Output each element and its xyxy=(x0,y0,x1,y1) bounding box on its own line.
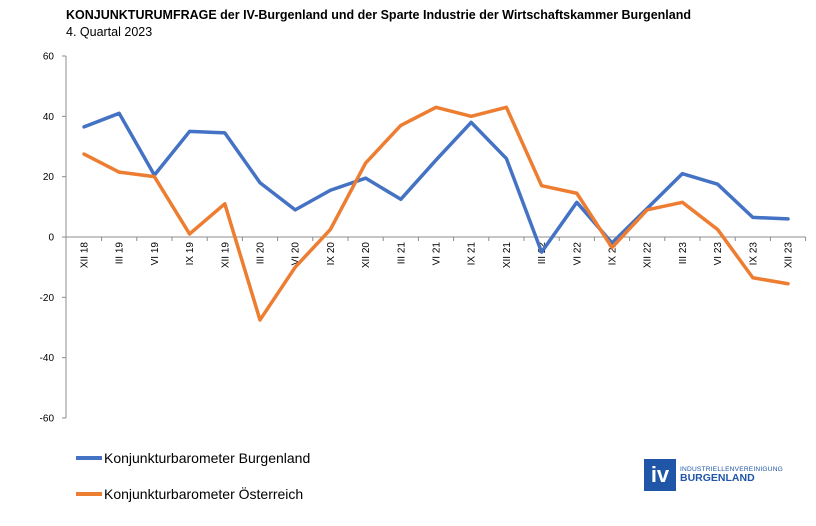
data-point xyxy=(786,282,790,285)
data-point xyxy=(82,152,86,156)
data-point xyxy=(751,276,754,279)
data-point xyxy=(610,246,614,249)
data-point xyxy=(118,112,121,115)
data-point xyxy=(294,208,297,212)
x-tick-label: III 23 xyxy=(678,242,689,265)
iv-logo-text: INDUSTRIELLENVEREINIGUNG BURGENLAND xyxy=(680,466,783,485)
series-line-oesterreich xyxy=(82,105,790,322)
data-point xyxy=(399,198,402,201)
data-point xyxy=(258,181,262,184)
data-point xyxy=(786,217,790,221)
y-tick-label: -60 xyxy=(40,414,55,425)
x-tick-label: IX 19 xyxy=(185,242,196,266)
data-point xyxy=(681,201,684,204)
y-tick-label: 0 xyxy=(48,233,54,244)
x-tick-label: VI 21 xyxy=(432,242,443,266)
data-point xyxy=(681,172,684,175)
x-tick-label: XII 18 xyxy=(80,242,91,269)
x-tick-label: VI 22 xyxy=(572,242,583,266)
data-point xyxy=(505,157,508,160)
iv-logo: iv INDUSTRIELLENVEREINIGUNG BURGENLAND xyxy=(644,459,783,491)
x-tick-label: XII 19 xyxy=(220,242,231,269)
data-point xyxy=(399,124,402,127)
series-lines xyxy=(82,105,790,322)
x-tick-label: IX 23 xyxy=(748,242,759,266)
chart-subtitle: 4. Quartal 2023 xyxy=(66,25,153,39)
data-point xyxy=(223,131,226,135)
chart-title: KONJUNKTURUMFRAGE der IV-Burgenland und … xyxy=(66,8,691,22)
x-tick-label: VI 23 xyxy=(713,242,724,266)
iv-logo-mark: iv xyxy=(644,459,676,491)
x-tick-label: XII 21 xyxy=(502,242,513,269)
data-point xyxy=(153,175,156,178)
data-point xyxy=(258,318,262,322)
data-point xyxy=(188,130,191,133)
x-tick-label: III 21 xyxy=(396,242,407,265)
y-tick-label: -40 xyxy=(40,353,55,364)
data-point xyxy=(364,176,367,180)
x-tick-label: IX 22 xyxy=(608,242,619,266)
data-point xyxy=(118,170,121,174)
data-point xyxy=(329,189,332,192)
x-axis: XII 18 III 19 VI 19 IX 19 XII 19 III 20 VI 20 I… xyxy=(66,236,807,269)
data-point xyxy=(646,208,649,212)
data-point xyxy=(505,106,508,109)
data-point xyxy=(470,115,473,118)
x-tick-label: IX 20 xyxy=(326,242,337,266)
legend-swatch-burgenland xyxy=(76,456,102,460)
y-axis: 60 40 20 0 -20 -40 -60 xyxy=(40,52,67,425)
data-point xyxy=(540,184,543,187)
x-tick-label: III 19 xyxy=(115,242,126,265)
data-point xyxy=(329,228,332,231)
y-tick-label: 40 xyxy=(43,112,55,123)
x-tick-label: III 20 xyxy=(256,242,267,265)
legend-label-oesterreich: Konjunkturbarometer Österreich xyxy=(104,486,304,502)
data-point xyxy=(540,250,543,254)
data-point xyxy=(364,161,367,165)
legend-item-burgenland: Konjunkturbarometer Burgenland xyxy=(76,450,310,466)
data-point xyxy=(188,232,191,236)
data-point xyxy=(82,125,86,129)
data-point xyxy=(575,192,578,195)
y-tick-label: -20 xyxy=(40,293,55,304)
data-point xyxy=(434,158,438,162)
legend-label-burgenland: Konjunkturbarometer Burgenland xyxy=(104,450,311,466)
data-point xyxy=(716,228,719,231)
x-tick-label: IX 21 xyxy=(467,242,478,266)
x-tick-label: XII 20 xyxy=(361,242,372,269)
data-point xyxy=(751,216,754,219)
legend-swatch-oesterreich xyxy=(76,492,102,496)
iv-logo-line2: BURGENLAND xyxy=(680,471,755,484)
data-point xyxy=(716,183,719,186)
x-tick-label: VI 19 xyxy=(150,242,161,266)
y-tick-label: 20 xyxy=(43,172,55,183)
data-point xyxy=(575,201,578,204)
y-tick-label: 60 xyxy=(43,52,55,63)
iv-logo-line1: INDUSTRIELLENVEREINIGUNG xyxy=(680,465,783,473)
legend-item-oesterreich: Konjunkturbarometer Österreich xyxy=(76,486,303,502)
data-point xyxy=(223,202,226,206)
data-point xyxy=(294,265,297,269)
data-point xyxy=(434,106,438,109)
x-tick-label: XII 23 xyxy=(784,242,795,269)
x-tick-label: VI 20 xyxy=(291,242,302,266)
data-point xyxy=(470,121,473,124)
x-tick-label: XII 22 xyxy=(643,242,654,269)
